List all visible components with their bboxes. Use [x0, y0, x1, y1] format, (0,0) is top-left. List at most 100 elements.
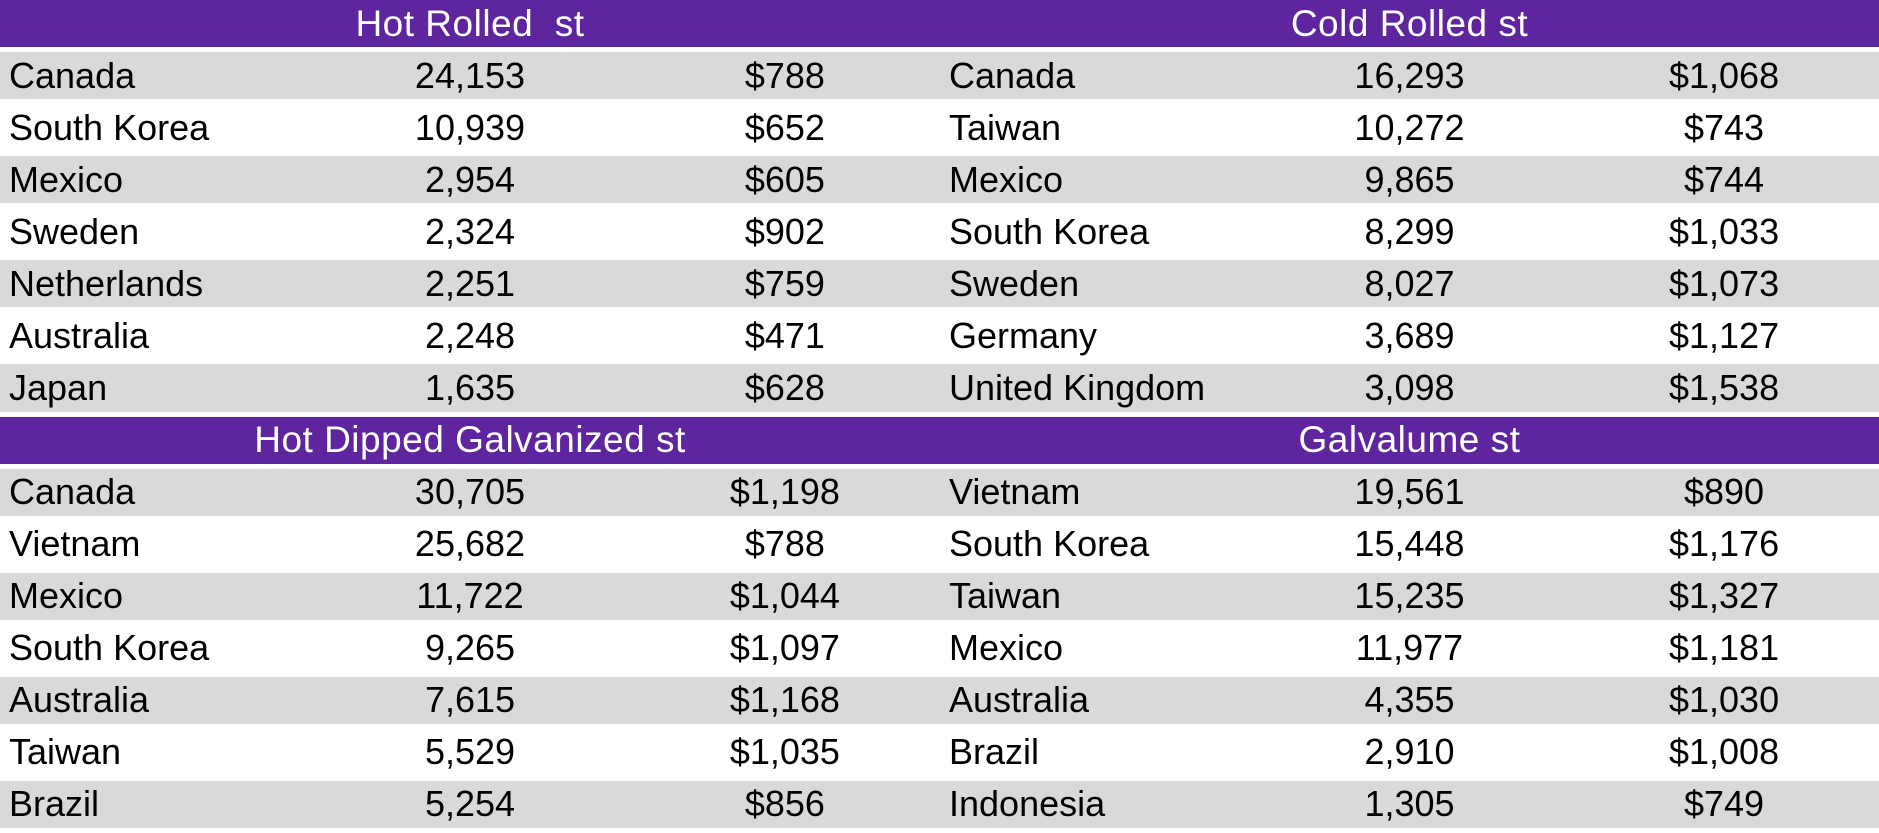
table-row: Mexico 11,722 $1,044 Taiwan 15,235 $1,327: [0, 572, 1879, 625]
table-row: Vietnam 25,682 $788 South Korea 15,448 $1,176: [0, 520, 1879, 573]
quantity-cell: 9,265: [424, 627, 516, 669]
table-row: Mexico 2,954 $605 Mexico 9,865 $744: [0, 156, 1879, 209]
country-cell: United Kingdom: [949, 366, 1206, 408]
table-row: Australia 2,248 $471 Germany 3,689 $1,127: [0, 312, 1879, 365]
table-title: Galvalume st: [940, 416, 1879, 464]
quantity-cell: 10,272: [1354, 106, 1465, 148]
section-header-row: Hot Dipped Galvanized st Galvalume st: [0, 416, 1879, 469]
price-cell: $1,168: [729, 679, 840, 721]
table-half: Taiwan 5,529 $1,035: [0, 729, 940, 776]
price-cell: $902: [744, 210, 825, 252]
quantity-cell: 5,529: [424, 731, 516, 773]
price-cell: $628: [744, 366, 825, 408]
quantity-cell: 1,635: [424, 366, 516, 408]
price-cell: $1,127: [1668, 314, 1780, 356]
table-half: Taiwan 15,235 $1,327: [940, 573, 1879, 620]
quantity-cell: 2,248: [424, 314, 516, 356]
country-cell: Australia: [9, 679, 150, 721]
table-half: Sweden 8,027 $1,073: [940, 260, 1879, 307]
price-cell: $1,068: [1668, 54, 1780, 96]
price-cell: $1,008: [1668, 731, 1780, 773]
table-half: South Korea 8,299 $1,033: [940, 208, 1879, 255]
country-cell: South Korea: [949, 210, 1150, 252]
table-half: Canada 30,705 $1,198: [0, 469, 940, 516]
country-cell: Taiwan: [9, 731, 122, 773]
country-cell: Australia: [949, 679, 1090, 721]
country-cell: Canada: [949, 54, 1076, 96]
table-title: Hot Dipped Galvanized st: [0, 416, 940, 464]
price-cell: $1,073: [1668, 262, 1780, 304]
country-cell: Mexico: [9, 158, 124, 200]
country-cell: South Korea: [9, 627, 210, 669]
price-cell: $1,033: [1668, 210, 1780, 252]
table-half: Japan 1,635 $628: [0, 364, 940, 411]
quantity-cell: 30,705: [414, 471, 526, 513]
table-half: Taiwan 10,272 $743: [940, 104, 1879, 151]
country-cell: Canada: [9, 471, 136, 513]
price-cell: $1,044: [729, 575, 840, 617]
table-row: Canada 30,705 $1,198 Vietnam 19,561 $890: [0, 468, 1879, 521]
table-row: South Korea 9,265 $1,097 Mexico 11,977 $1,181: [0, 624, 1879, 677]
price-cell: $605: [744, 158, 825, 200]
table-half: Vietnam 19,561 $890: [940, 469, 1879, 516]
country-cell: Brazil: [949, 731, 1040, 773]
table-half: Australia 2,248 $471: [0, 312, 940, 359]
table-half: South Korea 9,265 $1,097: [0, 625, 940, 672]
price-cell: $759: [744, 262, 825, 304]
table-row: South Korea 10,939 $652 Taiwan 10,272 $743: [0, 104, 1879, 157]
table-half: Indonesia 1,305 $749: [940, 781, 1879, 828]
quantity-cell: 16,293: [1354, 54, 1465, 96]
price-cell: $1,030: [1668, 679, 1780, 721]
quantity-cell: 15,235: [1354, 575, 1465, 617]
table-half: Mexico 11,977 $1,181: [940, 625, 1879, 672]
quantity-cell: 3,689: [1364, 314, 1455, 356]
table-half: Mexico 9,865 $744: [940, 156, 1879, 203]
price-cell: $890: [1683, 471, 1765, 513]
table-half: Mexico 11,722 $1,044: [0, 573, 940, 620]
table-title: Hot Rolled st: [0, 0, 940, 48]
quantity-cell: 15,448: [1354, 523, 1465, 565]
country-cell: Japan: [9, 366, 108, 408]
country-cell: Australia: [9, 314, 150, 356]
country-cell: Brazil: [9, 783, 100, 825]
table-row: Brazil 5,254 $856 Indonesia 1,305 $749: [0, 780, 1879, 833]
table-row: Canada 24,153 $788 Canada 16,293 $1,068: [0, 52, 1879, 105]
price-cell: $788: [744, 523, 825, 565]
quantity-cell: 2,324: [424, 210, 516, 252]
table-half: Brazil 2,910 $1,008: [940, 729, 1879, 776]
country-cell: South Korea: [949, 523, 1150, 565]
quantity-cell: 2,251: [424, 262, 516, 304]
quantity-cell: 7,615: [424, 679, 516, 721]
price-cell: $1,176: [1668, 523, 1780, 565]
country-cell: Canada: [9, 54, 136, 96]
table-half: Germany 3,689 $1,127: [940, 312, 1879, 359]
table-title: Cold Rolled st: [940, 0, 1879, 48]
price-cell: $1,035: [729, 731, 840, 773]
country-cell: Netherlands: [9, 262, 204, 304]
table-half: South Korea 10,939 $652: [0, 104, 940, 151]
quantity-cell: 4,355: [1364, 679, 1455, 721]
country-cell: Indonesia: [949, 783, 1106, 825]
country-cell: Vietnam: [949, 471, 1081, 513]
table-half: Brazil 5,254 $856: [0, 781, 940, 828]
table-half: United Kingdom 3,098 $1,538: [940, 364, 1879, 411]
country-cell: South Korea: [9, 106, 210, 148]
quantity-cell: 2,910: [1364, 731, 1455, 773]
table-half: Vietnam 25,682 $788: [0, 521, 940, 568]
price-cell: $744: [1683, 158, 1765, 200]
price-cell: $743: [1683, 106, 1765, 148]
price-cell: $1,181: [1668, 627, 1780, 669]
quantity-cell: 5,254: [424, 783, 516, 825]
price-cell: $856: [744, 783, 825, 825]
table-half: South Korea 15,448 $1,176: [940, 521, 1879, 568]
price-cell: $788: [744, 54, 825, 96]
country-cell: Taiwan: [949, 106, 1062, 148]
quantity-cell: 3,098: [1364, 366, 1455, 408]
country-cell: Mexico: [949, 158, 1064, 200]
quantity-cell: 9,865: [1364, 158, 1455, 200]
quantity-cell: 1,305: [1364, 783, 1455, 825]
price-cell: $652: [744, 106, 825, 148]
quantity-cell: 2,954: [424, 158, 516, 200]
country-cell: Sweden: [9, 210, 140, 252]
